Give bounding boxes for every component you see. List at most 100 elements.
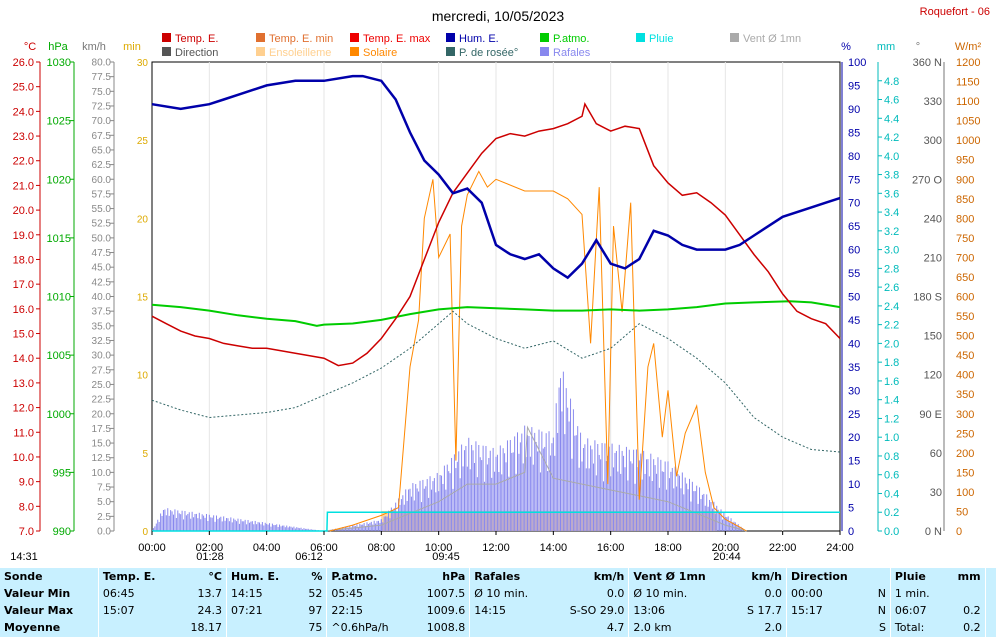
stats-cell: 2.0 <box>764 621 783 635</box>
stats-cell: Total: <box>889 619 946 637</box>
stats-cell <box>97 619 176 637</box>
legend-swatch <box>540 33 549 42</box>
dir-tick-label: 360 N <box>913 57 942 69</box>
axis-unit: hPa <box>48 41 68 53</box>
hum-tick-label: 70 <box>848 198 860 210</box>
legend-label: P. de rosée° <box>459 47 518 59</box>
x-axis: 00:00 02:00 04:00 06:00 08:00 10:00 12:00 14:00… <box>10 531 854 563</box>
marker-label: 01:28 <box>196 551 224 563</box>
marker-label: 06:12 <box>295 551 323 563</box>
time-tick-label: 24:00 <box>826 542 854 554</box>
hum-tick-label: 85 <box>848 127 860 139</box>
min-tick-label: 10 <box>137 371 149 382</box>
solar-tick-label: 900 <box>956 174 974 186</box>
wind-tick-label: 0.0 <box>97 527 111 538</box>
stats-row-label: Valeur Min <box>4 586 71 600</box>
min-tick-label: 5 <box>142 449 148 460</box>
stats-cell: Ø 10 min. <box>469 585 549 603</box>
stats-header-rain: Pluie <box>889 568 946 586</box>
stats-cell: S-SO 29.0 <box>569 604 625 618</box>
stats-header-sonde: Sonde <box>4 569 43 583</box>
temp-tick-label: 22.0 <box>13 156 34 168</box>
axis-unit: % <box>841 41 851 53</box>
temp-tick-label: 11.0 <box>13 427 34 439</box>
wind-tick-label: 20.0 <box>92 409 112 420</box>
stats-header-dir: Direction <box>786 568 870 586</box>
hum-tick-label: 90 <box>848 104 860 116</box>
stats-cell <box>786 619 870 637</box>
dir-tick-label: 300 <box>924 135 942 147</box>
rain-tick-label: 4.2 <box>884 132 899 144</box>
solar-tick-label: 850 <box>956 194 974 206</box>
hum-tick-label: 0 <box>848 526 854 538</box>
temp-tick-label: 18.0 <box>13 254 34 266</box>
time-tick-label: 18:00 <box>654 542 682 554</box>
dir-tick-label: 0 N <box>925 526 942 538</box>
solar-tick-label: 0 <box>956 526 962 538</box>
dir-tick-label: 60 <box>930 448 942 460</box>
hum-tick-label: 60 <box>848 245 860 257</box>
press-tick-label: 1005 <box>47 350 71 362</box>
stats-cell: 0.0 <box>606 586 625 600</box>
solar-tick-label: 600 <box>956 292 974 304</box>
solar-tick-label: 950 <box>956 155 974 167</box>
time-tick-label: 00:00 <box>138 542 166 554</box>
rain-tick-label: 4.8 <box>884 76 899 88</box>
min-tick-label: 30 <box>137 58 149 69</box>
stats-cell: 0.0 <box>764 586 783 600</box>
hum-tick-label: 10 <box>848 479 860 491</box>
stats-cell <box>469 619 549 637</box>
stats-cell: 13.7 <box>197 586 222 600</box>
solar-tick-label: 1100 <box>956 96 980 108</box>
wind-tick-label: 67.5 <box>92 131 112 142</box>
axis-unit: mm <box>877 41 895 53</box>
pressure-line <box>151 300 841 327</box>
hum-tick-label: 30 <box>848 385 860 397</box>
stats-cell: 1009.6 <box>426 604 466 618</box>
rain-tick-label: 1.8 <box>884 357 899 369</box>
rain-tick-label: 0.6 <box>884 470 899 482</box>
stats-cell: 24.3 <box>197 604 222 618</box>
press-tick-label: 1025 <box>47 116 71 128</box>
stats-header-rain-unit: mm <box>957 569 981 583</box>
wind-tick-label: 10.0 <box>92 468 112 479</box>
rain-tick-label: 1.2 <box>884 413 899 425</box>
solar-tick-label: 1150 <box>956 77 980 89</box>
wind-tick-label: 77.5 <box>92 72 112 83</box>
temp-tick-label: 16.0 <box>13 304 34 316</box>
stats-header-press-unit: hPa <box>442 569 466 583</box>
legend-swatch <box>636 33 645 42</box>
rain-tick-label: 0.4 <box>884 488 899 500</box>
temp-tick-label: 20.0 <box>13 205 34 217</box>
dir-tick-label: 120 <box>924 370 942 382</box>
axis-unit: °C <box>24 41 36 53</box>
legend: Temp. E. Temp. E. min Temp. E. max Hum. E. P… <box>162 33 801 59</box>
legend-label: Rafales <box>553 47 591 59</box>
legend-swatch <box>350 33 359 42</box>
legend-swatch <box>730 33 739 42</box>
rain-tick-label: 0.2 <box>884 507 899 519</box>
rain-tick-label: 2.2 <box>884 320 899 332</box>
rain-tick-label: 2.8 <box>884 263 899 275</box>
solar-tick-label: 400 <box>956 370 974 382</box>
temp-tick-label: 17.0 <box>13 279 34 291</box>
stats-header-hum: Hum. E. <box>225 568 299 586</box>
press-tick-label: 1015 <box>47 233 71 245</box>
press-tick-label: 1000 <box>47 409 71 421</box>
hum-tick-label: 50 <box>848 292 860 304</box>
temp-tick-label: 13.0 <box>13 378 34 390</box>
solar-tick-label: 700 <box>956 252 974 264</box>
hum-tick-label: 15 <box>848 456 860 468</box>
solar-tick-label: 650 <box>956 272 974 284</box>
hum-tick-label: 95 <box>848 80 860 92</box>
wind-tick-label: 55.0 <box>92 204 112 215</box>
stats-cell: 2.0 km <box>628 619 732 637</box>
axis-units: °C hPa km/h min% mm ° W/m² <box>24 41 982 53</box>
hum-tick-label: 65 <box>848 221 860 233</box>
legend-label: P.atmo. <box>553 33 590 45</box>
time-tick-label: 02:00 <box>196 542 224 554</box>
stats-cell: S <box>878 621 886 635</box>
solar-tick-label: 250 <box>956 428 974 440</box>
stats-cell: ^0.6hPa/h <box>326 619 411 637</box>
stats-header-temp-unit: °C <box>208 569 222 583</box>
